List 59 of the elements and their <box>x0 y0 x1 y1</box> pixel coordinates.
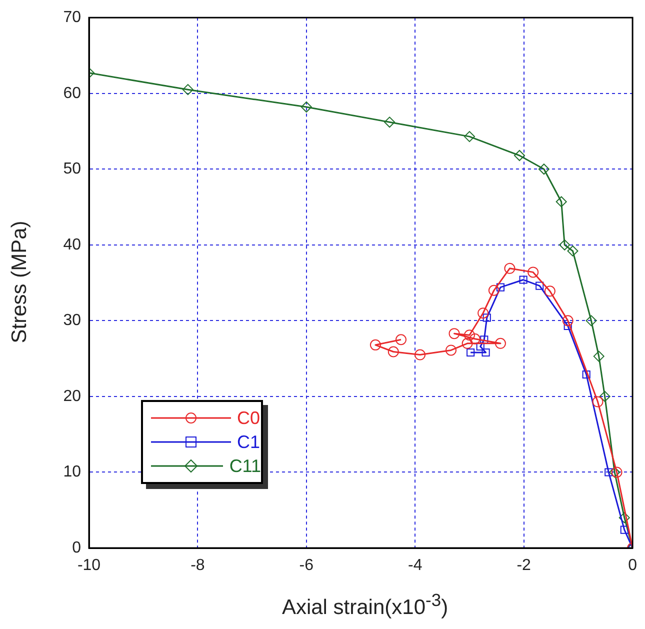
legend-label: C1 <box>237 432 260 452</box>
point <box>464 330 475 341</box>
point <box>592 396 604 408</box>
point <box>593 350 604 362</box>
point <box>514 150 525 162</box>
point <box>556 196 567 208</box>
point <box>538 164 550 175</box>
point <box>462 338 473 349</box>
point <box>464 131 475 142</box>
point <box>446 344 457 356</box>
point <box>494 338 506 349</box>
point <box>564 322 572 330</box>
x-tick-label: -4 <box>408 557 422 574</box>
y-tick-label: 10 <box>63 464 82 481</box>
point <box>388 346 399 358</box>
y-tick-label: 30 <box>63 312 82 330</box>
point <box>620 526 628 534</box>
point <box>488 284 500 296</box>
point <box>582 370 590 379</box>
point <box>448 328 460 340</box>
point <box>469 333 480 344</box>
point <box>586 315 597 326</box>
y-tick-label: 0 <box>72 539 82 556</box>
x-tick-label: 0 <box>628 557 638 574</box>
point <box>618 512 630 524</box>
point <box>504 262 516 274</box>
y-tick-label: 20 <box>63 388 82 405</box>
point <box>599 390 610 402</box>
point <box>559 239 570 250</box>
legend-label: C11 <box>229 456 261 476</box>
x-tick-label: -10 <box>77 557 101 574</box>
point <box>384 116 396 128</box>
point <box>604 468 613 476</box>
point <box>414 349 426 360</box>
x-tick-label: -6 <box>299 557 314 574</box>
point <box>482 314 491 322</box>
point <box>496 283 505 292</box>
point <box>528 266 539 278</box>
x-tick-label: -8 <box>190 557 205 574</box>
point <box>482 348 490 357</box>
point <box>536 282 544 290</box>
legend-label: C0 <box>237 408 260 428</box>
y-tick-label: 70 <box>63 9 82 26</box>
point <box>370 339 381 350</box>
y-axis-title: Stress (MPa) <box>8 220 32 346</box>
point <box>519 276 528 284</box>
x-tick-label: -2 <box>516 557 532 574</box>
point <box>544 286 556 297</box>
point <box>567 245 578 256</box>
y-tick-label: 40 <box>63 236 82 254</box>
point <box>466 348 475 357</box>
point <box>182 84 194 96</box>
point <box>562 315 574 326</box>
x-axis-title: Axial strain(x10$^{-3}$) <box>280 590 450 620</box>
y-tick-label: 50 <box>63 160 82 178</box>
y-tick-label: 60 <box>63 84 82 102</box>
point <box>300 102 312 113</box>
point <box>478 308 489 319</box>
point <box>396 334 406 346</box>
